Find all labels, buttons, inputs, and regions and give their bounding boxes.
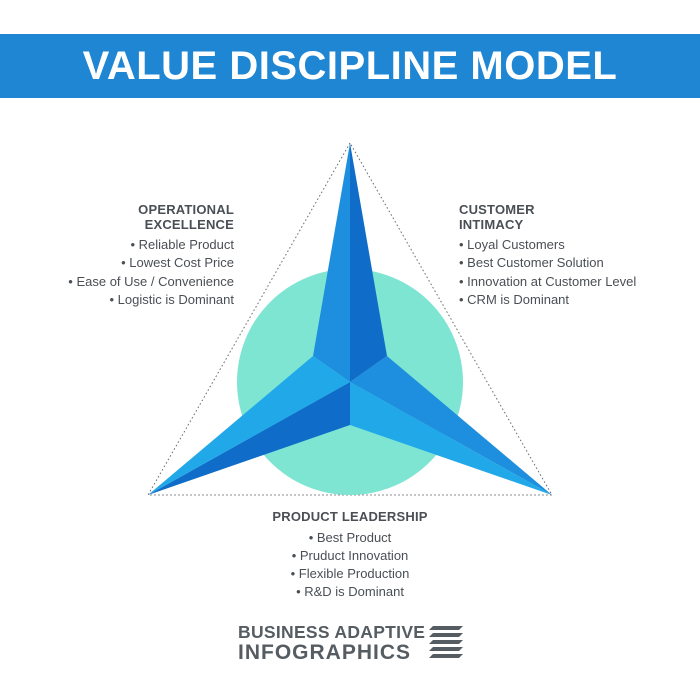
customer-intimacy-block: CUSTOMER INTIMACY Loyal Customers Best C… <box>459 202 636 309</box>
stripes-logo-icon <box>429 626 464 658</box>
customer-intimacy-list: Loyal Customers Best Customer Solution I… <box>459 236 636 309</box>
dotted-triangle-outline <box>147 141 553 496</box>
list-item: Best Product <box>230 529 470 547</box>
brand-logo: BUSINESS ADAPTIVE INFOGRAPHICS <box>238 622 465 664</box>
page-title: VALUE DISCIPLINE MODEL <box>82 43 618 88</box>
product-leadership-block: PRODUCT LEADERSHIP Best Product Pruduct … <box>230 509 470 602</box>
title-banner: VALUE DISCIPLINE MODEL <box>0 34 700 98</box>
brand-logo-line2: INFOGRAPHICS <box>238 641 412 664</box>
list-item: Innovation at Customer Level <box>459 273 636 291</box>
star-right-lower-facet <box>350 382 552 495</box>
star-top-left-facet <box>313 143 350 382</box>
product-leadership-heading: PRODUCT LEADERSHIP <box>272 509 428 524</box>
operational-excellence-list: Reliable Product Lowest Cost Price Ease … <box>68 236 234 309</box>
list-item: Best Customer Solution <box>459 254 636 272</box>
list-item: Loyal Customers <box>459 236 636 254</box>
product-leadership-list: Best Product Pruduct Innovation Flexible… <box>230 529 470 602</box>
list-item: Pruduct Innovation <box>230 547 470 565</box>
list-item: Ease of Use / Convenience <box>68 273 234 291</box>
brand-logo-text: BUSINESS ADAPTIVE INFOGRAPHICS <box>238 622 425 664</box>
operational-excellence-heading: OPERATIONAL EXCELLENCE <box>138 202 234 232</box>
list-item: Logistic is Dominant <box>68 291 234 309</box>
star-right-upper-facet <box>350 356 552 495</box>
list-item: CRM is Dominant <box>459 291 636 309</box>
list-item: Reliable Product <box>68 236 234 254</box>
customer-intimacy-heading: CUSTOMER INTIMACY <box>459 202 535 232</box>
star-left-upper-facet <box>148 356 350 495</box>
star-top-right-facet <box>350 143 387 382</box>
list-item: R&D is Dominant <box>230 583 470 601</box>
brand-logo-line1: BUSINESS ADAPTIVE <box>238 622 426 642</box>
operational-excellence-block: OPERATIONAL EXCELLENCE Reliable Product … <box>68 202 234 309</box>
list-item: Flexible Production <box>230 565 470 583</box>
list-item: Lowest Cost Price <box>68 254 234 272</box>
